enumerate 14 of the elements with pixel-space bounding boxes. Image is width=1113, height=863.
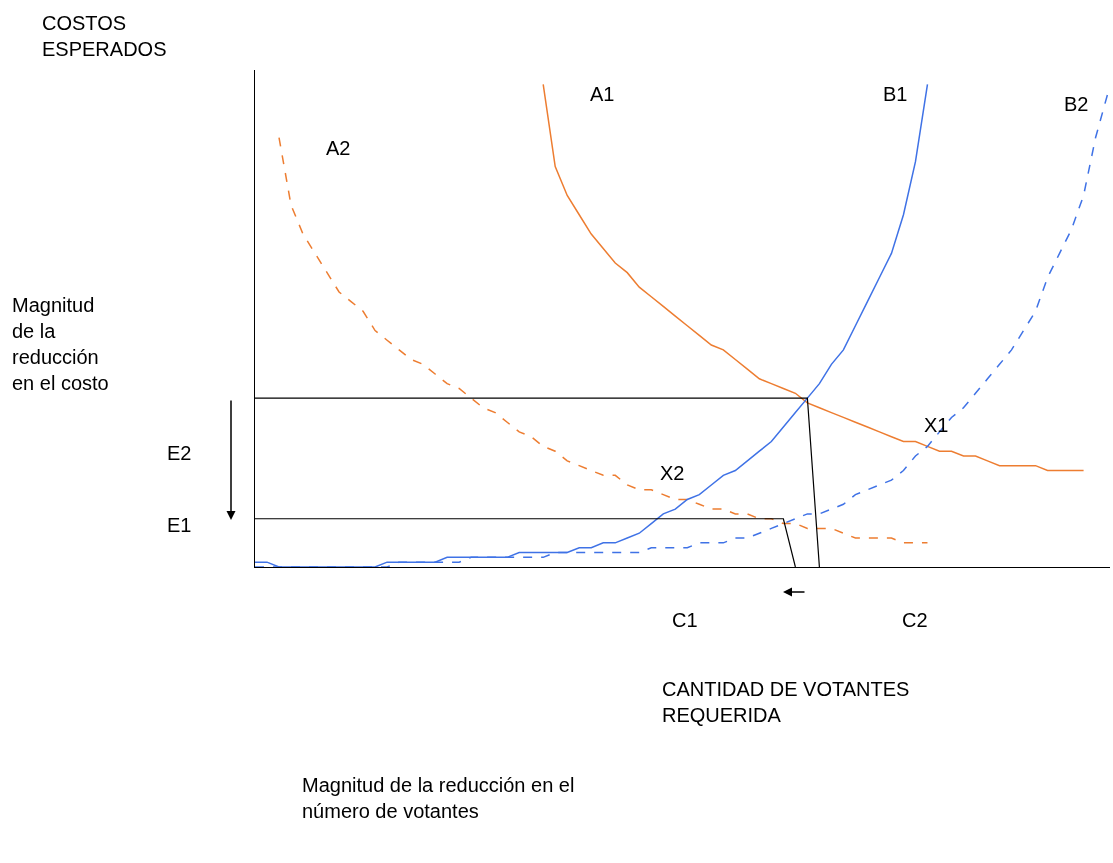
series-label: B2 xyxy=(1064,93,1089,115)
text: Magnitud de la reducción en el número de votantes xyxy=(302,774,575,822)
text: C1 xyxy=(672,609,698,631)
text: A1 xyxy=(590,83,615,105)
text: E1 xyxy=(167,514,192,536)
text: Magnitud de la reducción en el costo xyxy=(12,294,109,394)
annotation: X2 xyxy=(660,462,685,484)
annotation: X1 xyxy=(924,414,949,436)
text: A2 xyxy=(326,137,351,159)
text: CANTIDAD DE VOTANTES REQUERIDA xyxy=(662,678,910,726)
series-label: B1 xyxy=(883,83,908,105)
text: C2 xyxy=(902,609,928,631)
y-axis-title: COSTOS ESPERADOS xyxy=(42,12,167,60)
text: E2 xyxy=(167,442,192,464)
